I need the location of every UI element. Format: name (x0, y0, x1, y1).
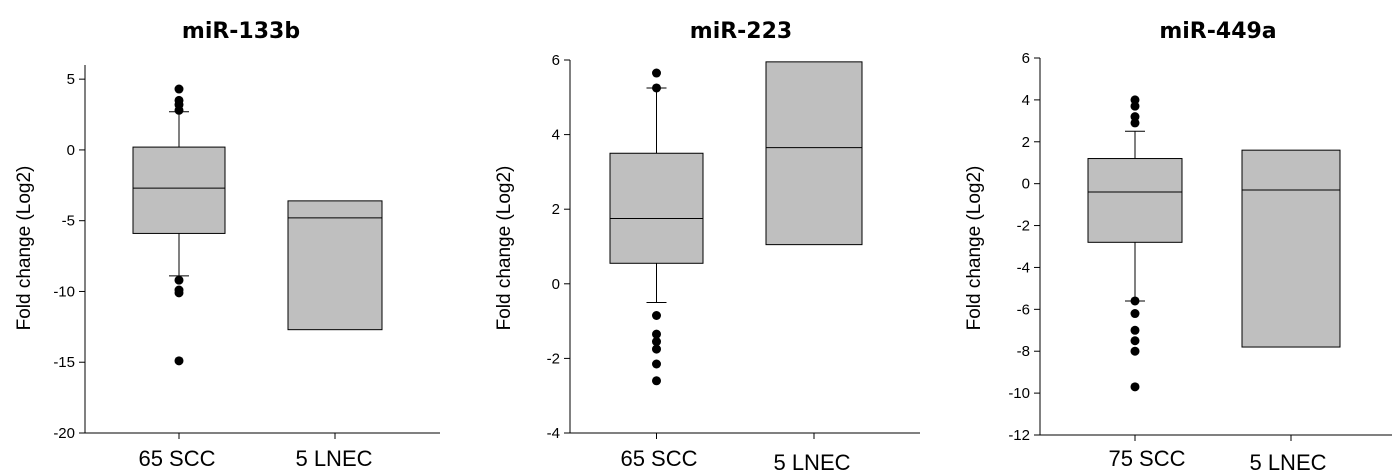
box-65-scc (609, 152, 704, 264)
y-tick-label: -20 (53, 425, 75, 442)
box-75-scc (1087, 158, 1183, 243)
outlier-point (652, 344, 661, 354)
y-tick-label: -6 (1017, 301, 1030, 318)
chart-title: miR-133b (182, 19, 300, 44)
outlier-point (1130, 382, 1140, 392)
chart-title: miR-223 (690, 19, 792, 44)
box-5-lnec (1241, 149, 1341, 348)
outlier-point (652, 376, 661, 386)
outlier-point (1130, 118, 1140, 128)
y-tick-label: 4 (1022, 92, 1030, 109)
x-tick-label: 65 SCC (620, 446, 697, 471)
y-tick-label: 6 (552, 52, 560, 69)
x-tick-label: 65 SCC (138, 446, 215, 471)
outlier-point (174, 275, 184, 285)
x-tick-label: 75 SCC (1108, 446, 1185, 471)
chart-title: miR-449a (1159, 19, 1276, 44)
y-tick-label: 0 (1022, 176, 1030, 193)
x-tick-label: 5 LNEC (773, 450, 850, 472)
outlier-point (174, 288, 184, 298)
box-5-lnec (765, 61, 863, 246)
y-tick-label: -8 (1017, 343, 1030, 360)
outlier-point (1130, 325, 1140, 335)
x-tick-label: 5 LNEC (1249, 450, 1326, 472)
y-tick-label: -12 (1008, 427, 1030, 444)
y-tick-label: 6 (1022, 50, 1030, 67)
y-axis-label: Fold change (Log2) (964, 166, 985, 331)
outlier-point (1130, 336, 1140, 346)
box-65-scc (132, 146, 226, 234)
y-tick-label: 4 (552, 127, 560, 144)
y-tick-label: -4 (547, 425, 560, 442)
outlier-point (1130, 309, 1140, 319)
y-tick-label: -4 (1017, 259, 1030, 276)
chart-panel-mir-449a: miR-449a Fold change (Log2) 75 SCC 5 LNE… (964, 19, 1392, 472)
y-tick-label: -15 (53, 354, 75, 371)
y-axis-label: Fold change (Log2) (494, 166, 515, 331)
outlier-point (174, 105, 184, 115)
x-tick-label: 5 LNEC (295, 446, 372, 471)
y-tick-label: 0 (552, 276, 560, 293)
y-tick-label: -2 (547, 350, 560, 367)
y-tick-label: -10 (1008, 385, 1030, 402)
outlier-point (652, 83, 661, 93)
y-tick-label: 2 (552, 201, 560, 218)
outlier-point (652, 311, 661, 321)
y-tick-label: -5 (62, 213, 75, 230)
outlier-point (1130, 101, 1140, 111)
chart-panel-mir-223: miR-223 Fold change (Log2) 65 SCC 5 LNEC… (494, 19, 920, 472)
outlier-point (174, 84, 184, 94)
outlier-point (652, 68, 661, 78)
outlier-point (1130, 112, 1140, 122)
y-tick-label: 0 (67, 142, 75, 159)
box-5-lnec (287, 200, 383, 331)
y-tick-label: 5 (67, 71, 75, 88)
y-axis-label: Fold change (Log2) (14, 166, 35, 331)
outlier-point (174, 356, 184, 366)
outlier-point (1130, 95, 1140, 105)
outlier-point (1130, 346, 1140, 356)
y-tick-label: 2 (1022, 134, 1030, 151)
outlier-point (652, 329, 661, 339)
y-tick-label: -10 (53, 283, 75, 300)
outlier-point (652, 359, 661, 369)
outlier-point (652, 337, 661, 347)
outlier-point (1130, 296, 1140, 306)
chart-panel-mir-133b: miR-133b Fold change (Log2) 65 SCC 5 LNE… (14, 19, 440, 471)
y-tick-label: -2 (1017, 218, 1030, 235)
